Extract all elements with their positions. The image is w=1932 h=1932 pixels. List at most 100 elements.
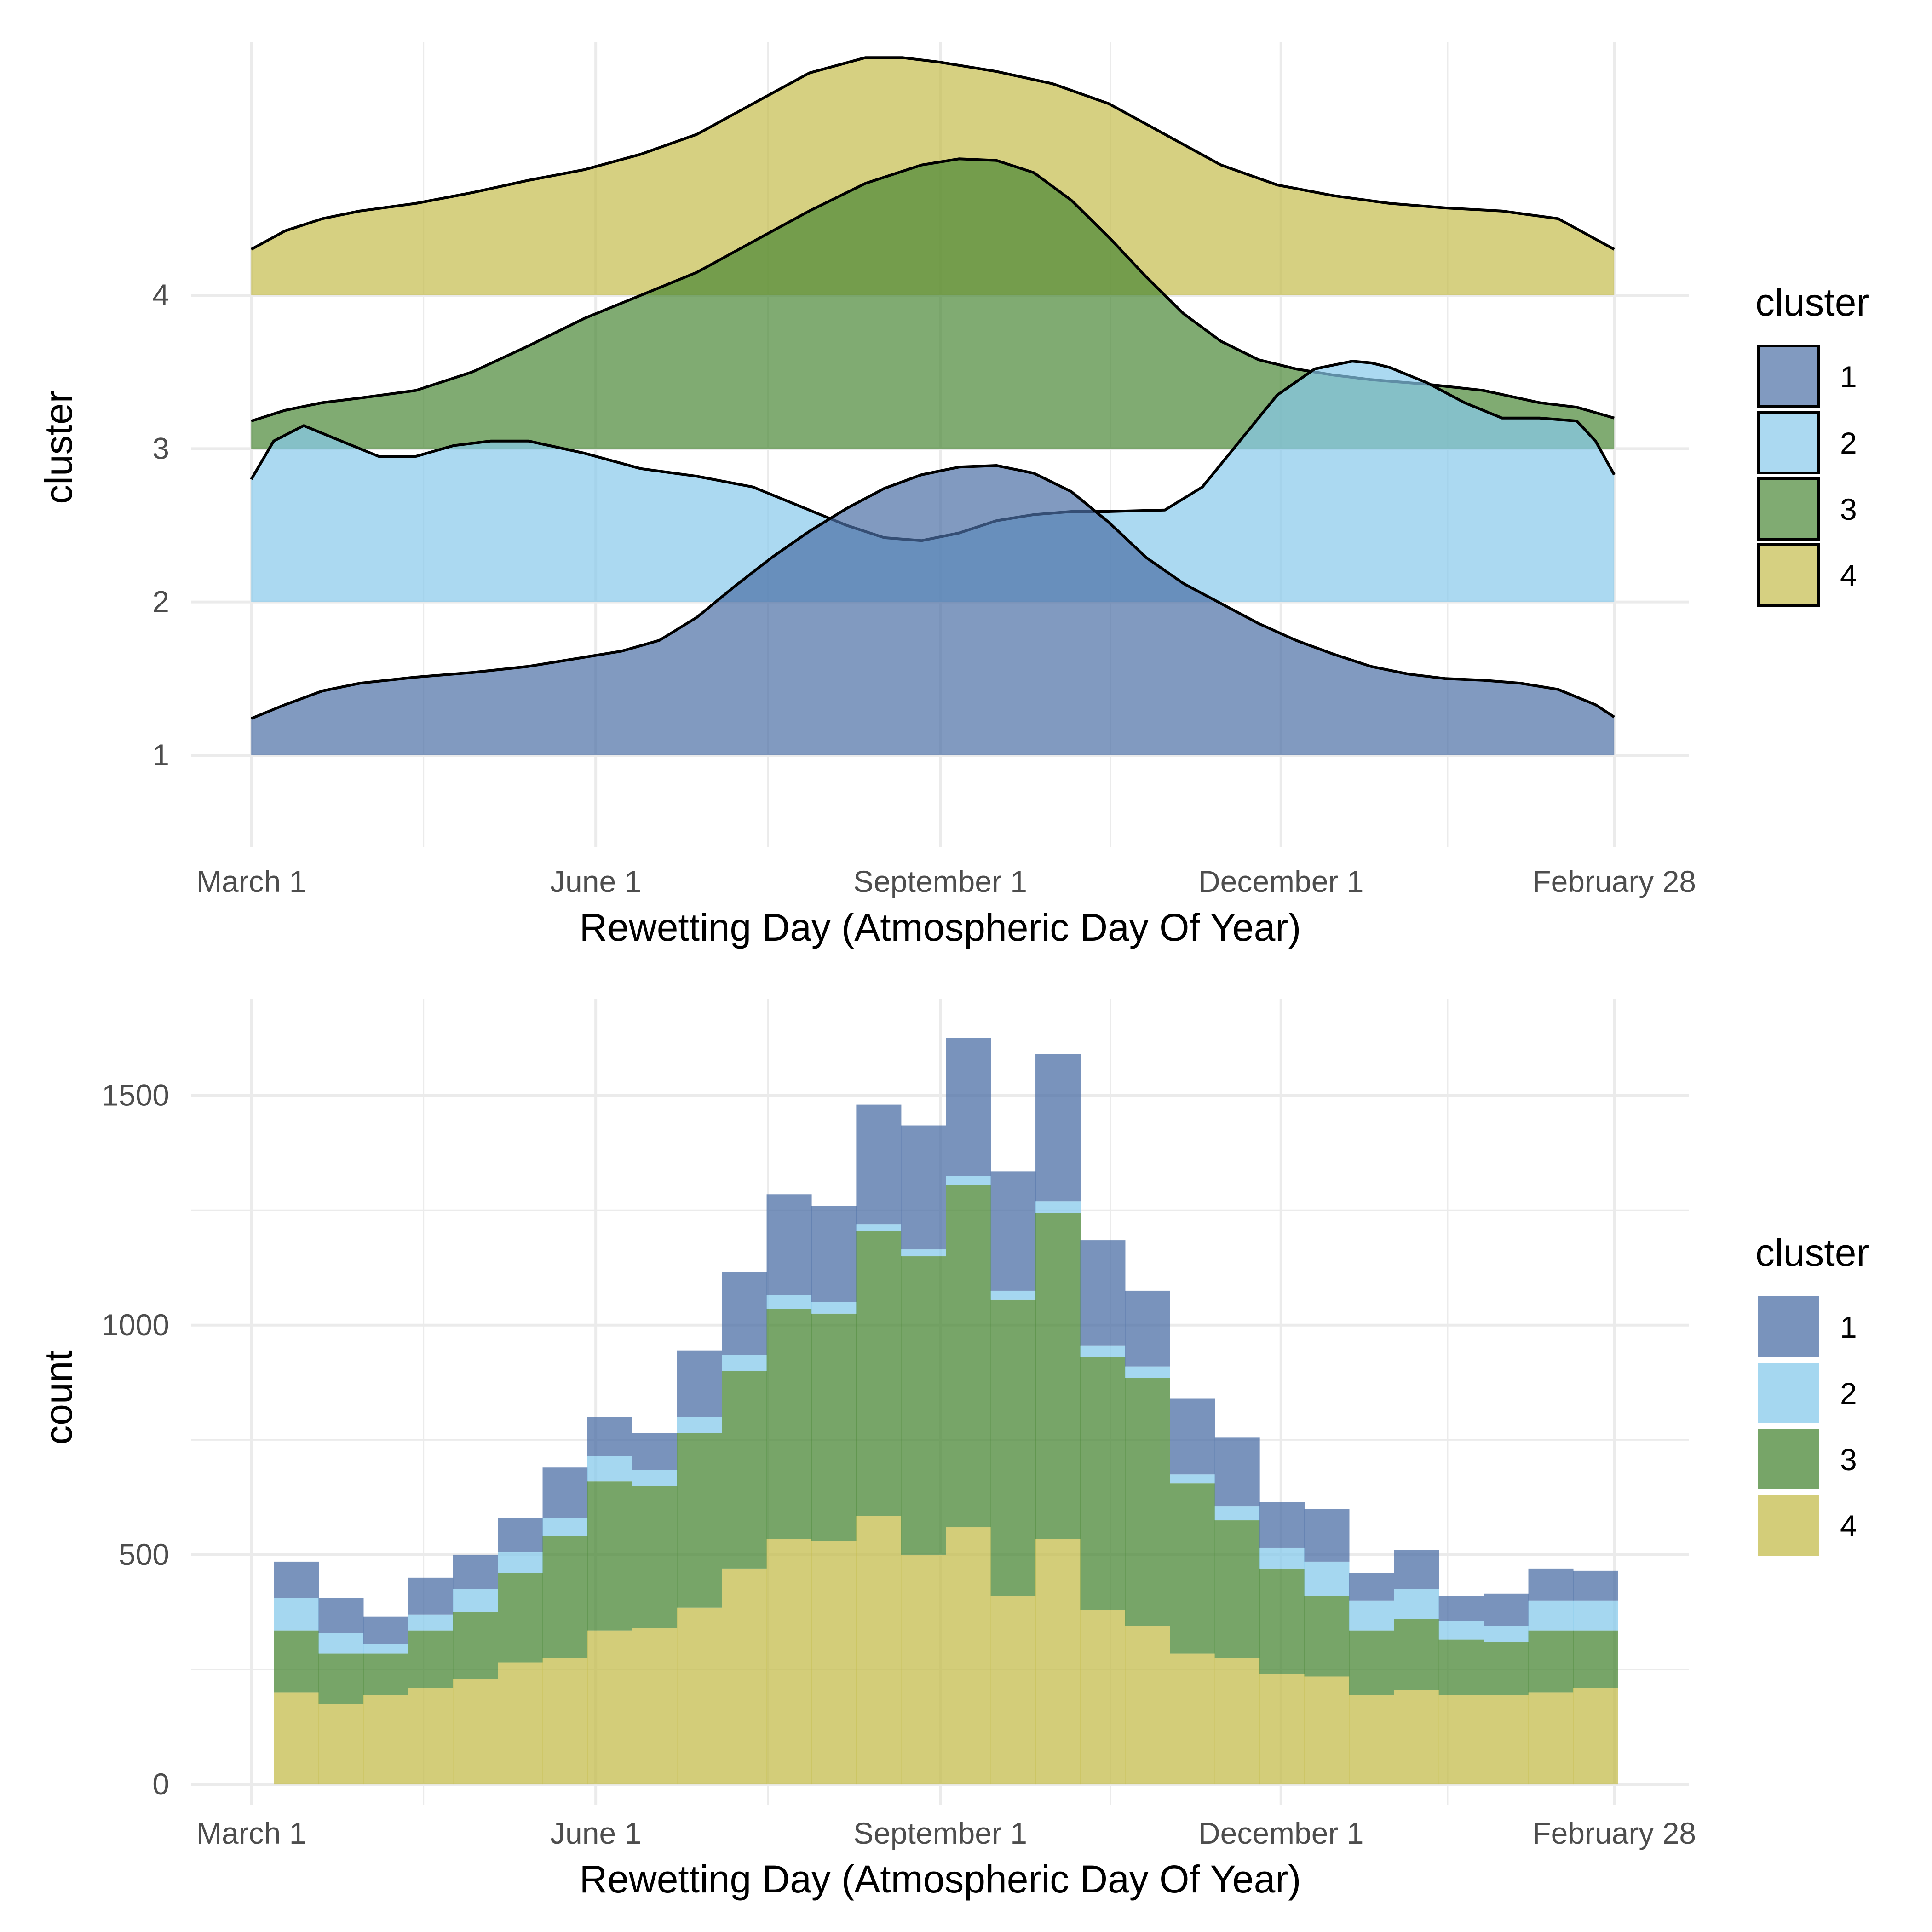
histogram-bar-cluster-3 bbox=[1394, 1619, 1439, 1690]
density-legend-key-2 bbox=[1757, 411, 1820, 474]
histogram-legend-label-4: 4 bbox=[1840, 1509, 1857, 1543]
histogram-y-tick-label: 0 bbox=[152, 1767, 169, 1801]
histogram-bar-cluster-4 bbox=[498, 1662, 543, 1785]
histogram-y-tick-labels: 0 500 1000 1500 bbox=[102, 1078, 169, 1801]
histogram-bar-cluster-2 bbox=[1438, 1621, 1484, 1640]
histogram-bar-cluster-3 bbox=[1528, 1630, 1574, 1693]
histogram-bar-cluster-1 bbox=[1214, 1438, 1260, 1507]
histogram-bar-cluster-2 bbox=[408, 1614, 454, 1631]
histogram-bar-cluster-4 bbox=[1349, 1695, 1394, 1785]
histogram-bar-cluster-4 bbox=[1125, 1626, 1170, 1785]
histogram-bar-cluster-2 bbox=[498, 1552, 543, 1573]
histogram-bar-cluster-4 bbox=[274, 1692, 319, 1785]
density-line-cluster-4 bbox=[250, 56, 1615, 251]
density-legend-title: cluster bbox=[1755, 281, 1869, 324]
histogram-bar-cluster-1 bbox=[1170, 1398, 1215, 1475]
histogram-bar-cluster-3 bbox=[1080, 1357, 1126, 1610]
histogram-x-axis-title: Rewetting Day (Atmospheric Day Of Year) bbox=[580, 1857, 1301, 1901]
histogram-bar-cluster-2 bbox=[1214, 1506, 1260, 1521]
density-legend-label-3: 3 bbox=[1840, 492, 1857, 526]
histogram-bar-cluster-3 bbox=[632, 1486, 678, 1628]
density-ridges bbox=[250, 56, 1616, 755]
density-x-tick-label: March 1 bbox=[196, 864, 306, 898]
histogram-bar-cluster-3 bbox=[542, 1536, 588, 1658]
histogram-bar-cluster-1 bbox=[1080, 1240, 1126, 1346]
density-legend-label-4: 4 bbox=[1840, 558, 1857, 592]
histogram-y-tick-label: 500 bbox=[119, 1537, 169, 1571]
density-x-tick-label: September 1 bbox=[853, 864, 1027, 898]
histogram-bar-cluster-2 bbox=[542, 1518, 588, 1536]
density-legend-key-3 bbox=[1757, 477, 1820, 540]
histogram-bar-cluster-3 bbox=[811, 1313, 857, 1541]
histogram-bar-cluster-2 bbox=[1035, 1201, 1081, 1213]
histogram-bar-cluster-1 bbox=[498, 1518, 543, 1552]
histogram-bar-cluster-2 bbox=[1573, 1600, 1618, 1631]
histogram-bar-cluster-3 bbox=[1170, 1484, 1215, 1654]
histogram-legend-key-3 bbox=[1758, 1429, 1819, 1489]
histogram-bar-cluster-1 bbox=[1484, 1593, 1529, 1626]
histogram-bar-cluster-4 bbox=[1080, 1610, 1126, 1785]
histogram-bar-cluster-1 bbox=[587, 1417, 632, 1456]
histogram-bar-cluster-3 bbox=[722, 1371, 767, 1569]
histogram-legend-key-1 bbox=[1758, 1296, 1819, 1357]
histogram-bar-cluster-2 bbox=[1170, 1474, 1215, 1484]
histogram-y-tick-label: 1500 bbox=[102, 1078, 169, 1112]
density-legend-label-2: 2 bbox=[1840, 426, 1857, 460]
histogram-bar-cluster-2 bbox=[901, 1249, 946, 1257]
histogram-bar-cluster-1 bbox=[1528, 1568, 1574, 1601]
density-line-cluster-1 bbox=[251, 464, 1615, 720]
histogram-bar-cluster-1 bbox=[946, 1038, 991, 1176]
histogram-bar-cluster-4 bbox=[1259, 1674, 1305, 1785]
histogram-bars bbox=[274, 1038, 1618, 1785]
histogram-bar-cluster-1 bbox=[318, 1598, 364, 1633]
histogram-bar-cluster-1 bbox=[901, 1125, 946, 1250]
histogram-bar-cluster-2 bbox=[766, 1295, 812, 1309]
density-area-cluster-3 bbox=[251, 159, 1615, 449]
histogram-bar-cluster-4 bbox=[1484, 1695, 1529, 1785]
histogram-bar-cluster-3 bbox=[766, 1309, 812, 1539]
histogram-bar-cluster-3 bbox=[587, 1481, 632, 1631]
histogram-bar-cluster-2 bbox=[677, 1417, 722, 1433]
histogram-bar-cluster-4 bbox=[1170, 1653, 1215, 1785]
histogram-bar-cluster-1 bbox=[542, 1467, 588, 1518]
histogram-y-axis-title: count bbox=[37, 1350, 80, 1445]
histogram-x-tick-label: June 1 bbox=[550, 1816, 641, 1850]
histogram-bar-cluster-1 bbox=[1349, 1573, 1394, 1601]
histogram-bar-cluster-4 bbox=[453, 1679, 498, 1785]
histogram-bar-cluster-1 bbox=[408, 1577, 454, 1615]
histogram-bar-cluster-4 bbox=[1214, 1658, 1260, 1785]
density-x-tick-label: December 1 bbox=[1198, 864, 1364, 898]
histogram-bar-cluster-1 bbox=[811, 1206, 857, 1302]
histogram-bar-cluster-4 bbox=[318, 1704, 364, 1785]
density-y-tick-labels: 1 2 3 4 bbox=[152, 278, 169, 772]
histogram-bar-cluster-2 bbox=[1304, 1561, 1350, 1596]
histogram-bar-cluster-4 bbox=[408, 1688, 454, 1785]
histogram-bar-cluster-3 bbox=[1125, 1378, 1170, 1626]
histogram-bar-cluster-3 bbox=[1484, 1642, 1529, 1695]
histogram-bar-cluster-4 bbox=[990, 1596, 1036, 1785]
histogram-bar-cluster-2 bbox=[1528, 1600, 1574, 1631]
histogram-bar-cluster-2 bbox=[587, 1456, 632, 1482]
histogram-bar-cluster-3 bbox=[990, 1300, 1036, 1596]
histogram-bar-cluster-4 bbox=[363, 1695, 408, 1785]
histogram-x-tick-label: March 1 bbox=[196, 1816, 306, 1850]
histogram-legend-title: cluster bbox=[1755, 1231, 1869, 1274]
histogram-bar-cluster-1 bbox=[990, 1171, 1036, 1291]
histogram-bar-cluster-1 bbox=[856, 1104, 902, 1225]
histogram-bar-cluster-3 bbox=[856, 1231, 902, 1516]
histogram-bar-cluster-4 bbox=[1573, 1688, 1618, 1785]
histogram-bar-cluster-2 bbox=[453, 1589, 498, 1612]
density-panel: 1 2 3 4 March 1 June 1 September 1 Decem… bbox=[37, 42, 1869, 949]
histogram-bar-cluster-1 bbox=[453, 1554, 498, 1589]
histogram-bar-cluster-2 bbox=[1349, 1600, 1394, 1631]
density-x-axis-title: Rewetting Day (Atmospheric Day Of Year) bbox=[580, 906, 1301, 949]
density-y-axis-title: cluster bbox=[37, 390, 80, 504]
histogram-bar-cluster-3 bbox=[363, 1653, 408, 1695]
histogram-bar-cluster-2 bbox=[856, 1224, 902, 1231]
histogram-bar-cluster-4 bbox=[766, 1538, 812, 1785]
histogram-legend-key-2 bbox=[1758, 1363, 1819, 1423]
histogram-bar-cluster-2 bbox=[1484, 1626, 1529, 1642]
histogram-bar-cluster-2 bbox=[363, 1644, 408, 1654]
histogram-legend: cluster 1 2 3 4 bbox=[1755, 1231, 1869, 1556]
histogram-bar-cluster-1 bbox=[1438, 1596, 1484, 1622]
